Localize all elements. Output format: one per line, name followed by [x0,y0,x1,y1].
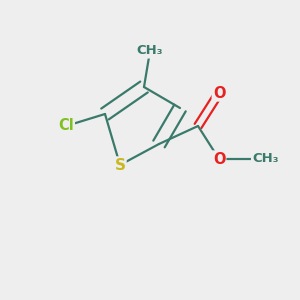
Text: O: O [213,85,225,100]
Text: S: S [115,158,125,172]
Text: Cl: Cl [58,118,74,134]
Text: CH₃: CH₃ [137,44,163,58]
Text: CH₃: CH₃ [252,152,278,166]
Text: O: O [213,152,225,166]
